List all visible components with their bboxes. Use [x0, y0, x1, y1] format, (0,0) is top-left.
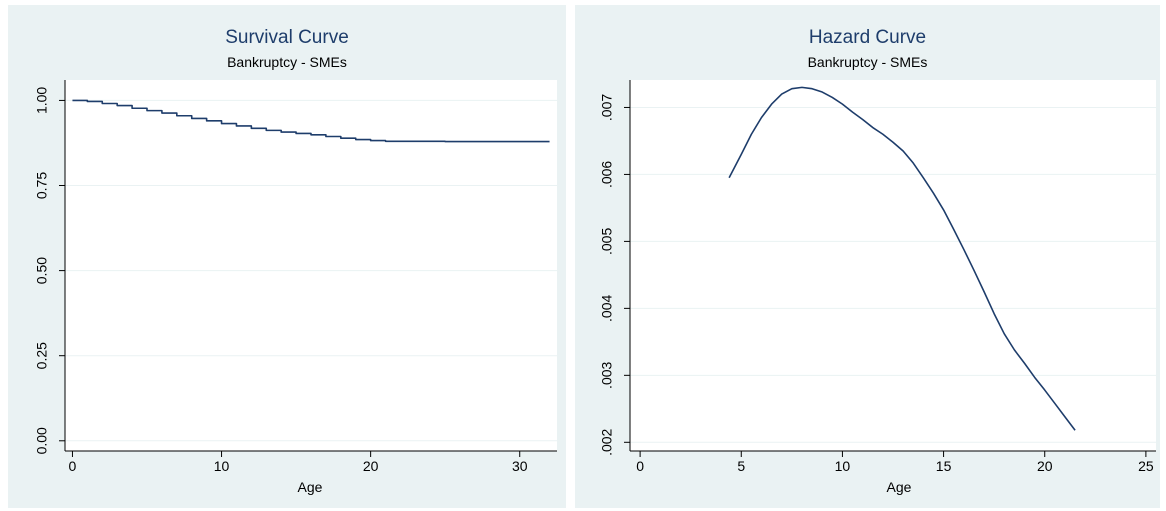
x-tick-label: 5 — [737, 458, 745, 474]
x-tick-label: 20 — [363, 458, 379, 474]
plot-area — [630, 80, 1156, 451]
x-tick-label: 0 — [69, 458, 77, 474]
y-tick-label: .002 — [599, 428, 615, 455]
x-axis-label: Age — [886, 479, 912, 495]
chart-subtitle: Bankruptcy - SMEs — [227, 54, 347, 70]
y-tick-label: .007 — [599, 94, 615, 121]
x-tick-label: 30 — [512, 458, 528, 474]
y-tick-label: .003 — [599, 361, 615, 388]
x-tick-label: 10 — [835, 458, 851, 474]
y-tick-label: 1.00 — [34, 87, 50, 114]
y-tick-label: 0.25 — [34, 342, 50, 369]
series-line — [728, 86, 1076, 431]
x-axis-label: Age — [297, 479, 323, 495]
x-tick-label: 10 — [214, 458, 230, 474]
y-tick-label: 0.75 — [34, 172, 50, 199]
survival-chart-panel: Survival Curve Bankruptcy - SMEs 0.00 0.2… — [8, 5, 566, 508]
survival-chart-plot: 0.00 0.25 0.50 0.75 1.00 0 10 20 30 — [34, 80, 557, 474]
chart-title: Survival Curve — [225, 27, 349, 48]
y-tick-label: .005 — [599, 228, 615, 255]
x-tick-label: 25 — [1138, 458, 1154, 474]
y-tick-label: 0.00 — [34, 427, 50, 454]
series-line — [72, 99, 550, 143]
x-tick-label: 20 — [1037, 458, 1053, 474]
x-tick-label: 15 — [936, 458, 952, 474]
plot-area — [65, 80, 557, 451]
chart-title: Hazard Curve — [808, 27, 927, 48]
y-tick-label: 0.50 — [34, 257, 50, 284]
hazard-chart-plot: .002 .003 .004 .005 .006 .007 0 5 10 15 20 25 — [599, 80, 1156, 474]
x-tick-label: 0 — [636, 458, 644, 474]
y-tick-label: .006 — [599, 161, 615, 188]
hazard-chart-panel: Hazard Curve Bankruptcy - SMEs .002 .003.… — [575, 5, 1160, 508]
chart-subtitle: Bankruptcy - SMEs — [807, 54, 928, 70]
y-tick-label: .004 — [599, 295, 615, 322]
